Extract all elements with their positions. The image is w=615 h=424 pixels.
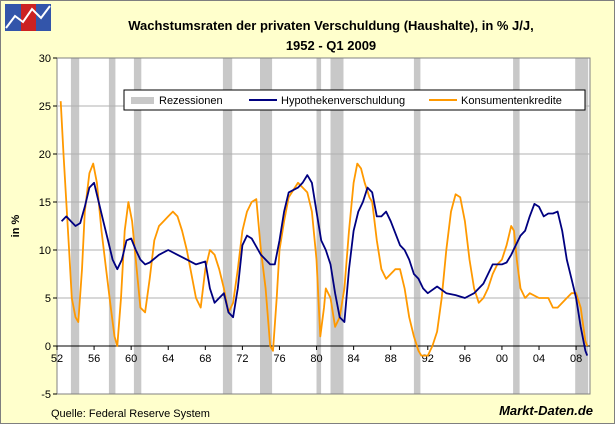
recession-bar-2: [133, 58, 142, 394]
x-tick-label-7: 80: [310, 353, 322, 365]
legend-label-consumer: Konsumentenkredite: [461, 95, 562, 107]
y-tick-label-3: 10: [39, 245, 51, 257]
recession-bar-3: [222, 58, 233, 394]
recession-bar-1: [108, 58, 116, 394]
legend: Rezessionen Hypothekenverschuldung Konsu…: [123, 89, 586, 111]
recession-bar-8: [513, 58, 520, 394]
x-tick-label-1: 56: [88, 353, 100, 365]
y-tick-label-2: 5: [45, 293, 51, 305]
x-tick-label-2: 60: [125, 353, 137, 365]
plot-area: [56, 57, 591, 395]
y-axis-label: in %: [10, 214, 22, 237]
source-note: Quelle: Federal Reserve System: [51, 408, 210, 420]
recession-bar-7: [413, 58, 421, 394]
x-axis-ticks: 52 56 60 64 68 72 76 80 84 88 92 96 00 04 08: [51, 346, 582, 365]
y-tick-label-5: 20: [39, 149, 51, 161]
y-axis-ticks: -5 0 5 10 15 20 25 30: [39, 53, 57, 401]
x-tick-label-4: 68: [199, 353, 211, 365]
legend-box: [123, 89, 586, 111]
brand-label: Markt-Daten.de: [499, 403, 593, 418]
y-tick-label-4: 15: [39, 197, 51, 209]
recession-bar-4: [260, 58, 273, 394]
y-tick-label-7: 30: [39, 53, 51, 65]
chart-subtitle: 1952 - Q1 2009: [286, 38, 376, 53]
y-tick-label-1: 0: [45, 341, 51, 353]
x-tick-label-14: 08: [570, 353, 582, 365]
x-tick-label-5: 72: [236, 353, 248, 365]
x-tick-label-3: 64: [162, 353, 174, 365]
x-tick-label-13: 04: [533, 353, 545, 365]
legend-label-mortgage: Hypothekenverschuldung: [281, 95, 405, 107]
x-tick-label-11: 96: [459, 353, 471, 365]
series-lines: [59, 101, 589, 357]
line-chart-logo-icon: [5, 4, 51, 31]
x-tick-label-9: 88: [385, 353, 397, 365]
x-tick-label-6: 76: [273, 353, 285, 365]
legend-swatch-recession: [131, 97, 154, 104]
y-tick-label-6: 25: [39, 101, 51, 113]
x-tick-label-0: 52: [51, 353, 63, 365]
series-line-1: [59, 101, 589, 357]
y-tick-label-0: -5: [41, 389, 51, 401]
x-tick-label-8: 84: [348, 353, 360, 365]
series-line-0: [60, 174, 589, 356]
chart-title: Wachstumsraten der privaten Verschuldung…: [128, 18, 534, 33]
legend-label-recession: Rezessionen: [159, 95, 223, 107]
x-tick-label-12: 00: [496, 353, 508, 365]
